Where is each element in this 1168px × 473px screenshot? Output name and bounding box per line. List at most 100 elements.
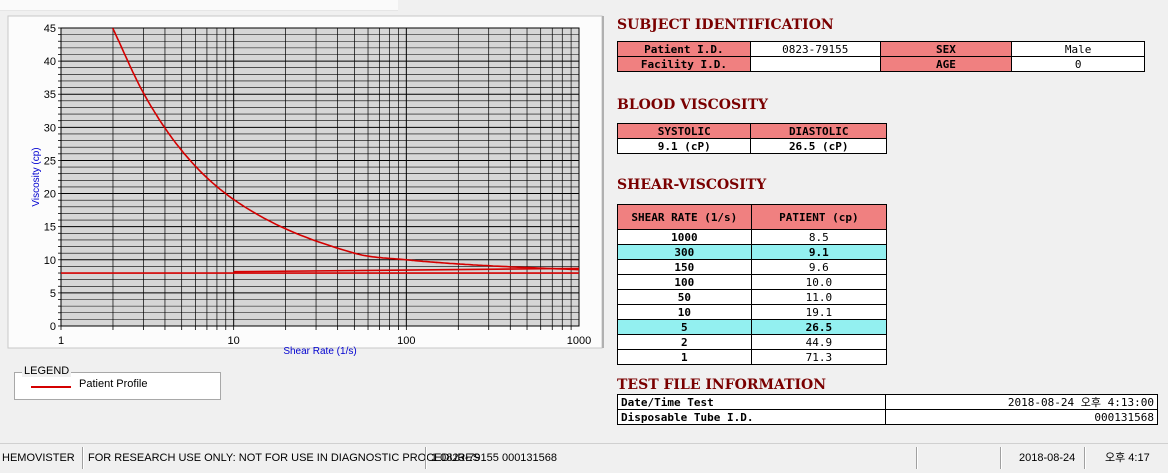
shear-rate-cell: 100	[617, 274, 752, 290]
test-file-table: Date/Time Test 2018-08-24 오후 4:13:00 Dis…	[616, 394, 1158, 425]
data-point	[112, 28, 114, 30]
shear-rate-cell: 300	[617, 244, 752, 260]
table-row: 1000 8.5	[617, 229, 888, 245]
status-separator	[916, 447, 918, 469]
table-row: SYSTOLIC DIASTOLIC	[616, 123, 887, 139]
patient-value-cell: 44.9	[750, 334, 888, 350]
patient-value-cell: 71.3	[750, 349, 888, 365]
y-tick-label: 10	[44, 255, 56, 267]
legend-line-swatch	[31, 386, 71, 388]
systolic-label: SYSTOLIC	[616, 123, 752, 139]
table-row: Patient I.D. 0823-79155 SEX Male	[617, 41, 1145, 57]
legend-box: LEGEND Patient Profile	[14, 365, 221, 400]
top-strip	[0, 0, 1168, 12]
patient-value-cell: 26.5	[750, 319, 888, 335]
diastolic-value: 26.5 (cP)	[750, 138, 887, 154]
y-tick-label: 45	[44, 23, 56, 35]
shear-rate-cell: 1000	[617, 229, 752, 245]
shear-rate-cell: 50	[617, 289, 752, 305]
x-tick-label: 1000	[567, 335, 591, 347]
shear-rate-cell: 2	[617, 334, 752, 350]
age-value: 0	[1011, 56, 1145, 72]
y-tick-label: 5	[50, 288, 56, 300]
status-separator	[425, 447, 427, 469]
data-point	[578, 268, 579, 271]
facility-id-label: Facility I.D.	[617, 56, 751, 72]
table-row: 10 19.1	[617, 304, 888, 320]
table-row: 100 10.0	[617, 274, 888, 290]
y-tick-label: 40	[44, 56, 56, 68]
table-row: 1 71.3	[617, 349, 888, 365]
subject-table: Patient I.D. 0823-79155 SEX Male Facilit…	[617, 41, 1145, 72]
plot-area	[60, 27, 580, 327]
datetime-value: 2018-08-24 오후 4:13:00	[885, 394, 1158, 410]
systolic-value: 9.1 (cP)	[616, 138, 752, 154]
table-row: 2 44.9	[617, 334, 888, 350]
status-time: 오후 4:17	[1105, 452, 1150, 464]
blood-viscosity-title: BLOOD VISCOSITY	[617, 97, 769, 113]
status-date: 2018-08-24	[1019, 452, 1076, 464]
y-tick-label: 35	[44, 89, 56, 101]
status-bar: HEMOVISTER FOR RESEARCH USE ONLY: NOT FO…	[0, 443, 1168, 473]
patient-id-label: Patient I.D.	[617, 41, 751, 57]
data-point	[435, 261, 438, 264]
status-app-name: HEMOVISTER	[2, 452, 75, 464]
tube-id-value: 000131568	[885, 409, 1158, 425]
status-separator	[1000, 447, 1002, 469]
diastolic-label: DIASTOLIC	[750, 123, 887, 139]
reference-line	[233, 267, 579, 273]
status-record: 1 0823-79155 000131568	[431, 452, 558, 464]
viscosity-chart: 0 5 10 15 20 25 30 35 40 45 1 10 100 1000 Shear Rate (…	[4, 12, 604, 357]
shear-rate-cell: 5	[617, 319, 752, 335]
table-header-row: SHEAR RATE (1/s) PATIENT (cp)	[617, 204, 888, 230]
y-tick-label: 0	[50, 321, 56, 333]
shear-rate-header: SHEAR RATE (1/s)	[617, 204, 752, 230]
legend-item-label: Patient Profile	[79, 378, 148, 390]
shear-viscosity-table: SHEAR RATE (1/s) PATIENT (cp) 1000 8.5 300…	[617, 204, 888, 365]
status-separator	[1084, 447, 1086, 469]
y-axis-label: Viscosity (cp)	[31, 147, 42, 206]
legend-title: LEGEND	[22, 365, 72, 377]
x-tick-label: 100	[397, 335, 415, 347]
patient-value-cell: 8.5	[750, 229, 888, 245]
table-row: 150 9.6	[617, 259, 888, 275]
y-tick-label: 15	[44, 222, 56, 234]
patient-cp-header: PATIENT (cp)	[750, 204, 888, 230]
table-row: Facility I.D. AGE 0	[617, 56, 1145, 72]
tube-id-label: Disposable Tube I.D.	[616, 409, 887, 425]
shear-rate-cell: 1	[617, 349, 752, 365]
data-point	[487, 264, 490, 267]
patient-value-cell: 11.0	[750, 289, 888, 305]
datetime-label: Date/Time Test	[616, 394, 887, 410]
table-row: Disposable Tube I.D. 000131568	[616, 409, 1158, 425]
x-tick-label: 1	[58, 335, 64, 347]
sex-label: SEX	[879, 41, 1013, 57]
shear-viscosity-title: SHEAR-VISCOSITY	[617, 177, 767, 193]
y-tick-label: 30	[44, 122, 56, 134]
subject-identification-title: SUBJECT IDENTIFICATION	[617, 17, 834, 33]
data-point	[180, 149, 183, 152]
shear-viscosity-rows: 1000 8.5 300 9.1 150 9.6 100 10.0 50 11.0 10 19.1 5 2…	[617, 229, 888, 365]
y-tick-label: 25	[44, 155, 56, 167]
status-separator	[82, 447, 84, 469]
test-file-information-title: TEST FILE INFORMATION	[617, 377, 827, 393]
x-tick-label: 10	[228, 335, 240, 347]
patient-value-cell: 19.1	[750, 304, 888, 320]
age-label: AGE	[879, 56, 1013, 72]
table-row: 300 9.1	[617, 244, 888, 260]
table-row: 5 26.5	[617, 319, 888, 335]
table-row: 50 11.0	[617, 289, 888, 305]
shear-rate-cell: 10	[617, 304, 752, 320]
y-tick-label: 20	[44, 189, 56, 201]
patient-value-cell: 9.6	[750, 259, 888, 275]
table-row: Date/Time Test 2018-08-24 오후 4:13:00	[616, 394, 1158, 410]
blood-viscosity-table: SYSTOLIC DIASTOLIC 9.1 (cP) 26.5 (cP)	[616, 123, 887, 154]
data-point	[353, 252, 356, 254]
x-axis-label: Shear Rate (1/s)	[283, 346, 356, 357]
patient-value-cell: 9.1	[750, 244, 888, 260]
patient-value-cell: 10.0	[750, 274, 888, 290]
data-point	[405, 258, 408, 261]
facility-id-value	[749, 56, 881, 72]
patient-id-value: 0823-79155	[749, 41, 881, 57]
data-point	[142, 92, 145, 94]
